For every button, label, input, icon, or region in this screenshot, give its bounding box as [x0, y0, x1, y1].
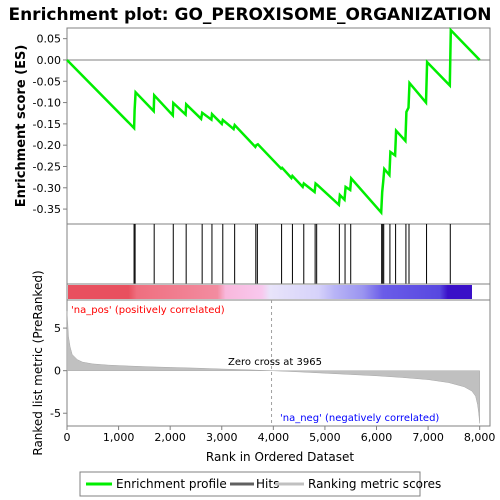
pos-correlated-label: 'na_pos' (positively correlated)	[71, 305, 225, 316]
es-y-tick-label: -0.25	[33, 160, 61, 173]
es-y-tick-label: -0.15	[33, 118, 61, 131]
metric-x-tick-label: 4,000	[258, 431, 290, 444]
metric-panel-frame	[66, 299, 491, 427]
metric-y-tick-label: -5	[50, 407, 61, 420]
es-y-tick-label: -0.05	[33, 75, 61, 88]
metric-x-tick-label: 6,000	[361, 431, 393, 444]
color-band-gradient	[68, 285, 472, 299]
neg-correlated-label: 'na_neg' (negatively correlated)	[280, 413, 439, 424]
hits-panel-frame	[66, 223, 491, 285]
legend-profile-label: Enrichment profile	[116, 477, 227, 491]
metric-y-tick-label: 5	[54, 322, 61, 335]
legend: Enrichment profile Hits Ranking metric s…	[79, 471, 441, 497]
legend-metric-label: Ranking metric scores	[308, 477, 441, 491]
hits-panel	[66, 223, 491, 285]
metric-panel: 'na_pos' (positively correlated) Zero cr…	[31, 270, 495, 464]
metric-x-axis-label: Rank in Ordered Dataset	[206, 450, 354, 464]
es-y-tick-label: -0.20	[33, 139, 61, 152]
metric-x-tick-label: 5,000	[309, 431, 341, 444]
es-y-tick-label: -0.35	[33, 203, 61, 216]
metric-x-tick-label: 2,000	[154, 431, 186, 444]
metric-x-tick-label: 7,000	[412, 431, 444, 444]
hit-marks	[133, 224, 451, 284]
metric-y-axis-label: Ranked list metric (PreRanked)	[31, 270, 45, 455]
es-y-axis-label: Enrichment score (ES)	[14, 45, 29, 208]
es-y-tick-label: -0.30	[33, 182, 61, 195]
es-y-axis: 0.05 0.00 -0.05 -0.10 -0.15 -0.20 -0.25 -0.30 -0…	[33, 33, 67, 216]
es-panel: 0.05 0.00 -0.05 -0.10 -0.15 -0.20 -0.25 -0.30 -0…	[14, 27, 491, 225]
metric-y-axis: 5 0 -5	[50, 322, 67, 420]
es-y-tick-label: 0.05	[37, 33, 62, 46]
metric-y-tick-label: 0	[54, 365, 61, 378]
metric-x-tick-label: 1,000	[103, 431, 135, 444]
rank-color-band	[66, 283, 491, 301]
metric-x-axis: 0 1,000 2,000 3,000 4,000 5,000 6,000 7,000 8,00…	[64, 426, 496, 444]
es-y-tick-label: -0.10	[33, 97, 61, 110]
zero-cross-label: Zero cross at 3965	[228, 357, 322, 368]
es-panel-frame	[66, 27, 491, 225]
metric-x-tick-label: 0	[64, 431, 71, 444]
ranked-metric-area	[66, 311, 480, 424]
metric-x-tick-label: 8,000	[464, 431, 496, 444]
es-y-tick-label: 0.00	[37, 54, 62, 67]
legend-hits-label: Hits	[256, 477, 279, 491]
enrichment-profile-line	[66, 27, 481, 216]
chart-title: Enrichment plot: GO_PEROXISOME_ORGANIZAT…	[8, 5, 491, 25]
metric-x-tick-label: 3,000	[206, 431, 238, 444]
